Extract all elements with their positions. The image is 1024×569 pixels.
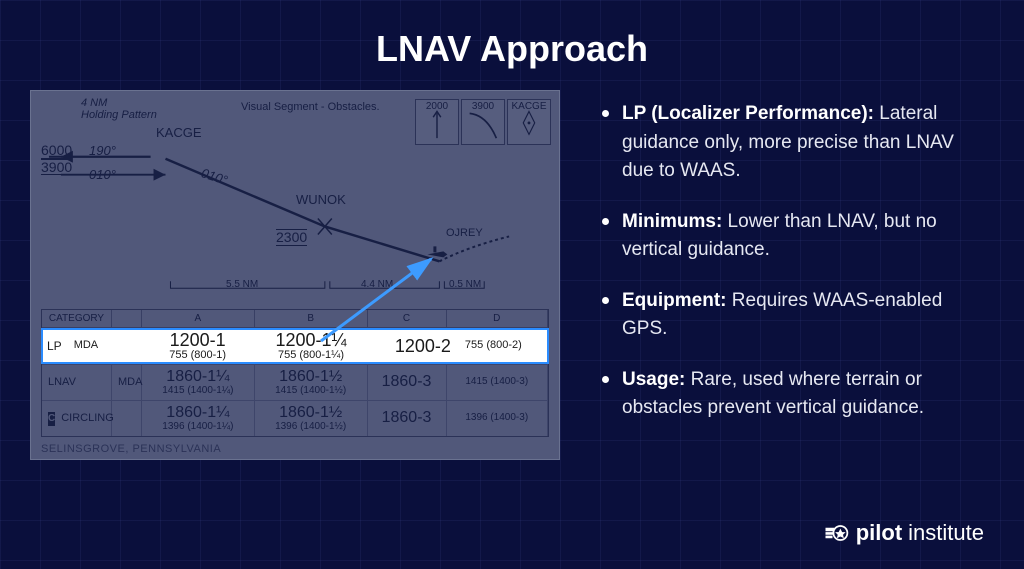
dist-44: 4.4 NM [361,279,393,290]
list-item: Usage: Rare, used where terrain or obsta… [600,366,984,423]
entry-altitudes: 6000 3900 [41,143,72,175]
dist-55: 5.5 NM [226,279,258,290]
table-row: LNAV MDA 1860-1¼1415 (1400-1¼) 1860-1½14… [42,364,548,400]
fix-wunok: WUNOK [296,192,346,207]
table-row: C CIRCLING 1860-1¼1396 (1400-1¼) 1860-1½… [42,400,548,436]
brand-logo: pilotinstitute [822,519,984,547]
mini-boxes: 2000 3900 KACGE [415,99,551,145]
bullet-list: LP (Localizer Performance): Lateral guid… [600,90,984,460]
logo-bold: pilot [856,520,902,546]
crs-190: 190° [89,143,116,158]
wings-icon [822,519,850,547]
hdr-blank [112,310,142,328]
wunok-alt: 2300 [276,229,307,246]
hdr-c: C [368,310,447,328]
list-item: LP (Localizer Performance): Lateral guid… [600,100,984,186]
content-row: 4 NM Holding Pattern KACGE Visual Segmen… [0,90,1024,460]
fix-kacge: KACGE [156,125,202,140]
hdr-d: D [447,310,549,328]
crs-010a: 010° [89,167,116,182]
hdr-a: A [142,310,255,328]
footer-location: SELINSGROVE, PENNSYLVANIA [41,443,221,455]
list-item: Minimums: Lower than LNAV, but no vertic… [600,208,984,265]
fix-ojrey: OJREY [446,227,483,239]
visual-segment-label: Visual Segment - Obstacles. [241,101,380,113]
circling-icon: C [48,412,55,426]
dist-05: 0.5 NM [449,279,481,290]
page-title: LNAV Approach [0,0,1024,90]
holding-label: 4 NM Holding Pattern [81,97,157,121]
mini-box-climb: 2000 [415,99,459,145]
list-item: Equipment: Requires WAAS-enabled GPS. [600,287,984,344]
lp-row-highlight: LPMDA 1200-1755 (800-1) 1200-1¼755 (800-… [41,328,549,364]
hdr-b: B [255,310,368,328]
approach-chart: 4 NM Holding Pattern KACGE Visual Segmen… [30,90,560,460]
logo-light: institute [908,520,984,546]
mini-box-turn: 3900 [461,99,505,145]
table-header-row: CATEGORY A B C D [42,310,548,328]
mini-box-hold: KACGE [507,99,551,145]
hdr-category: CATEGORY [42,310,112,328]
